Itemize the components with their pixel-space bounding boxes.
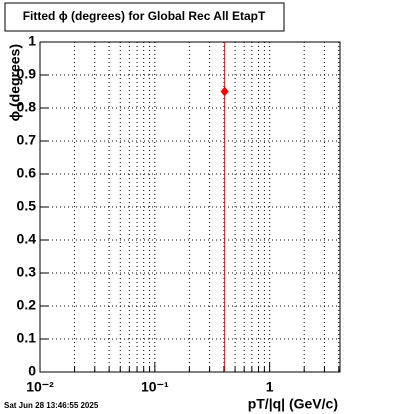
x-tick-label: 10⁻²	[26, 379, 54, 395]
y-tick-label: 0.7	[17, 132, 37, 148]
timestamp: Sat Jun 28 13:46:55 2025	[4, 401, 99, 410]
y-axis-label: ϕ (degrees)	[7, 44, 23, 121]
y-tick-label: 0	[28, 363, 36, 379]
y-tick-label: 0.1	[17, 330, 37, 346]
x-axis-label: pT/|q| (GeV/c)	[248, 396, 338, 412]
y-tick-label: 0.4	[17, 231, 37, 247]
title-box	[4, 2, 285, 32]
y-tick-label: 1	[28, 33, 36, 49]
x-tick-label: 1	[266, 379, 274, 395]
data-point	[220, 86, 229, 97]
y-tick-label: 0.2	[17, 297, 37, 313]
y-tick-label: 0.5	[17, 198, 37, 214]
y-tick-label: 0.9	[17, 66, 37, 82]
x-tick-label: 10⁻¹	[141, 379, 169, 395]
chart-title: Fitted ϕ (degrees) for Global Rec All Et…	[23, 9, 266, 23]
y-tick-label: 0.8	[17, 99, 37, 115]
y-tick-label: 0.6	[17, 165, 37, 181]
y-tick-label: 0.3	[17, 264, 37, 280]
